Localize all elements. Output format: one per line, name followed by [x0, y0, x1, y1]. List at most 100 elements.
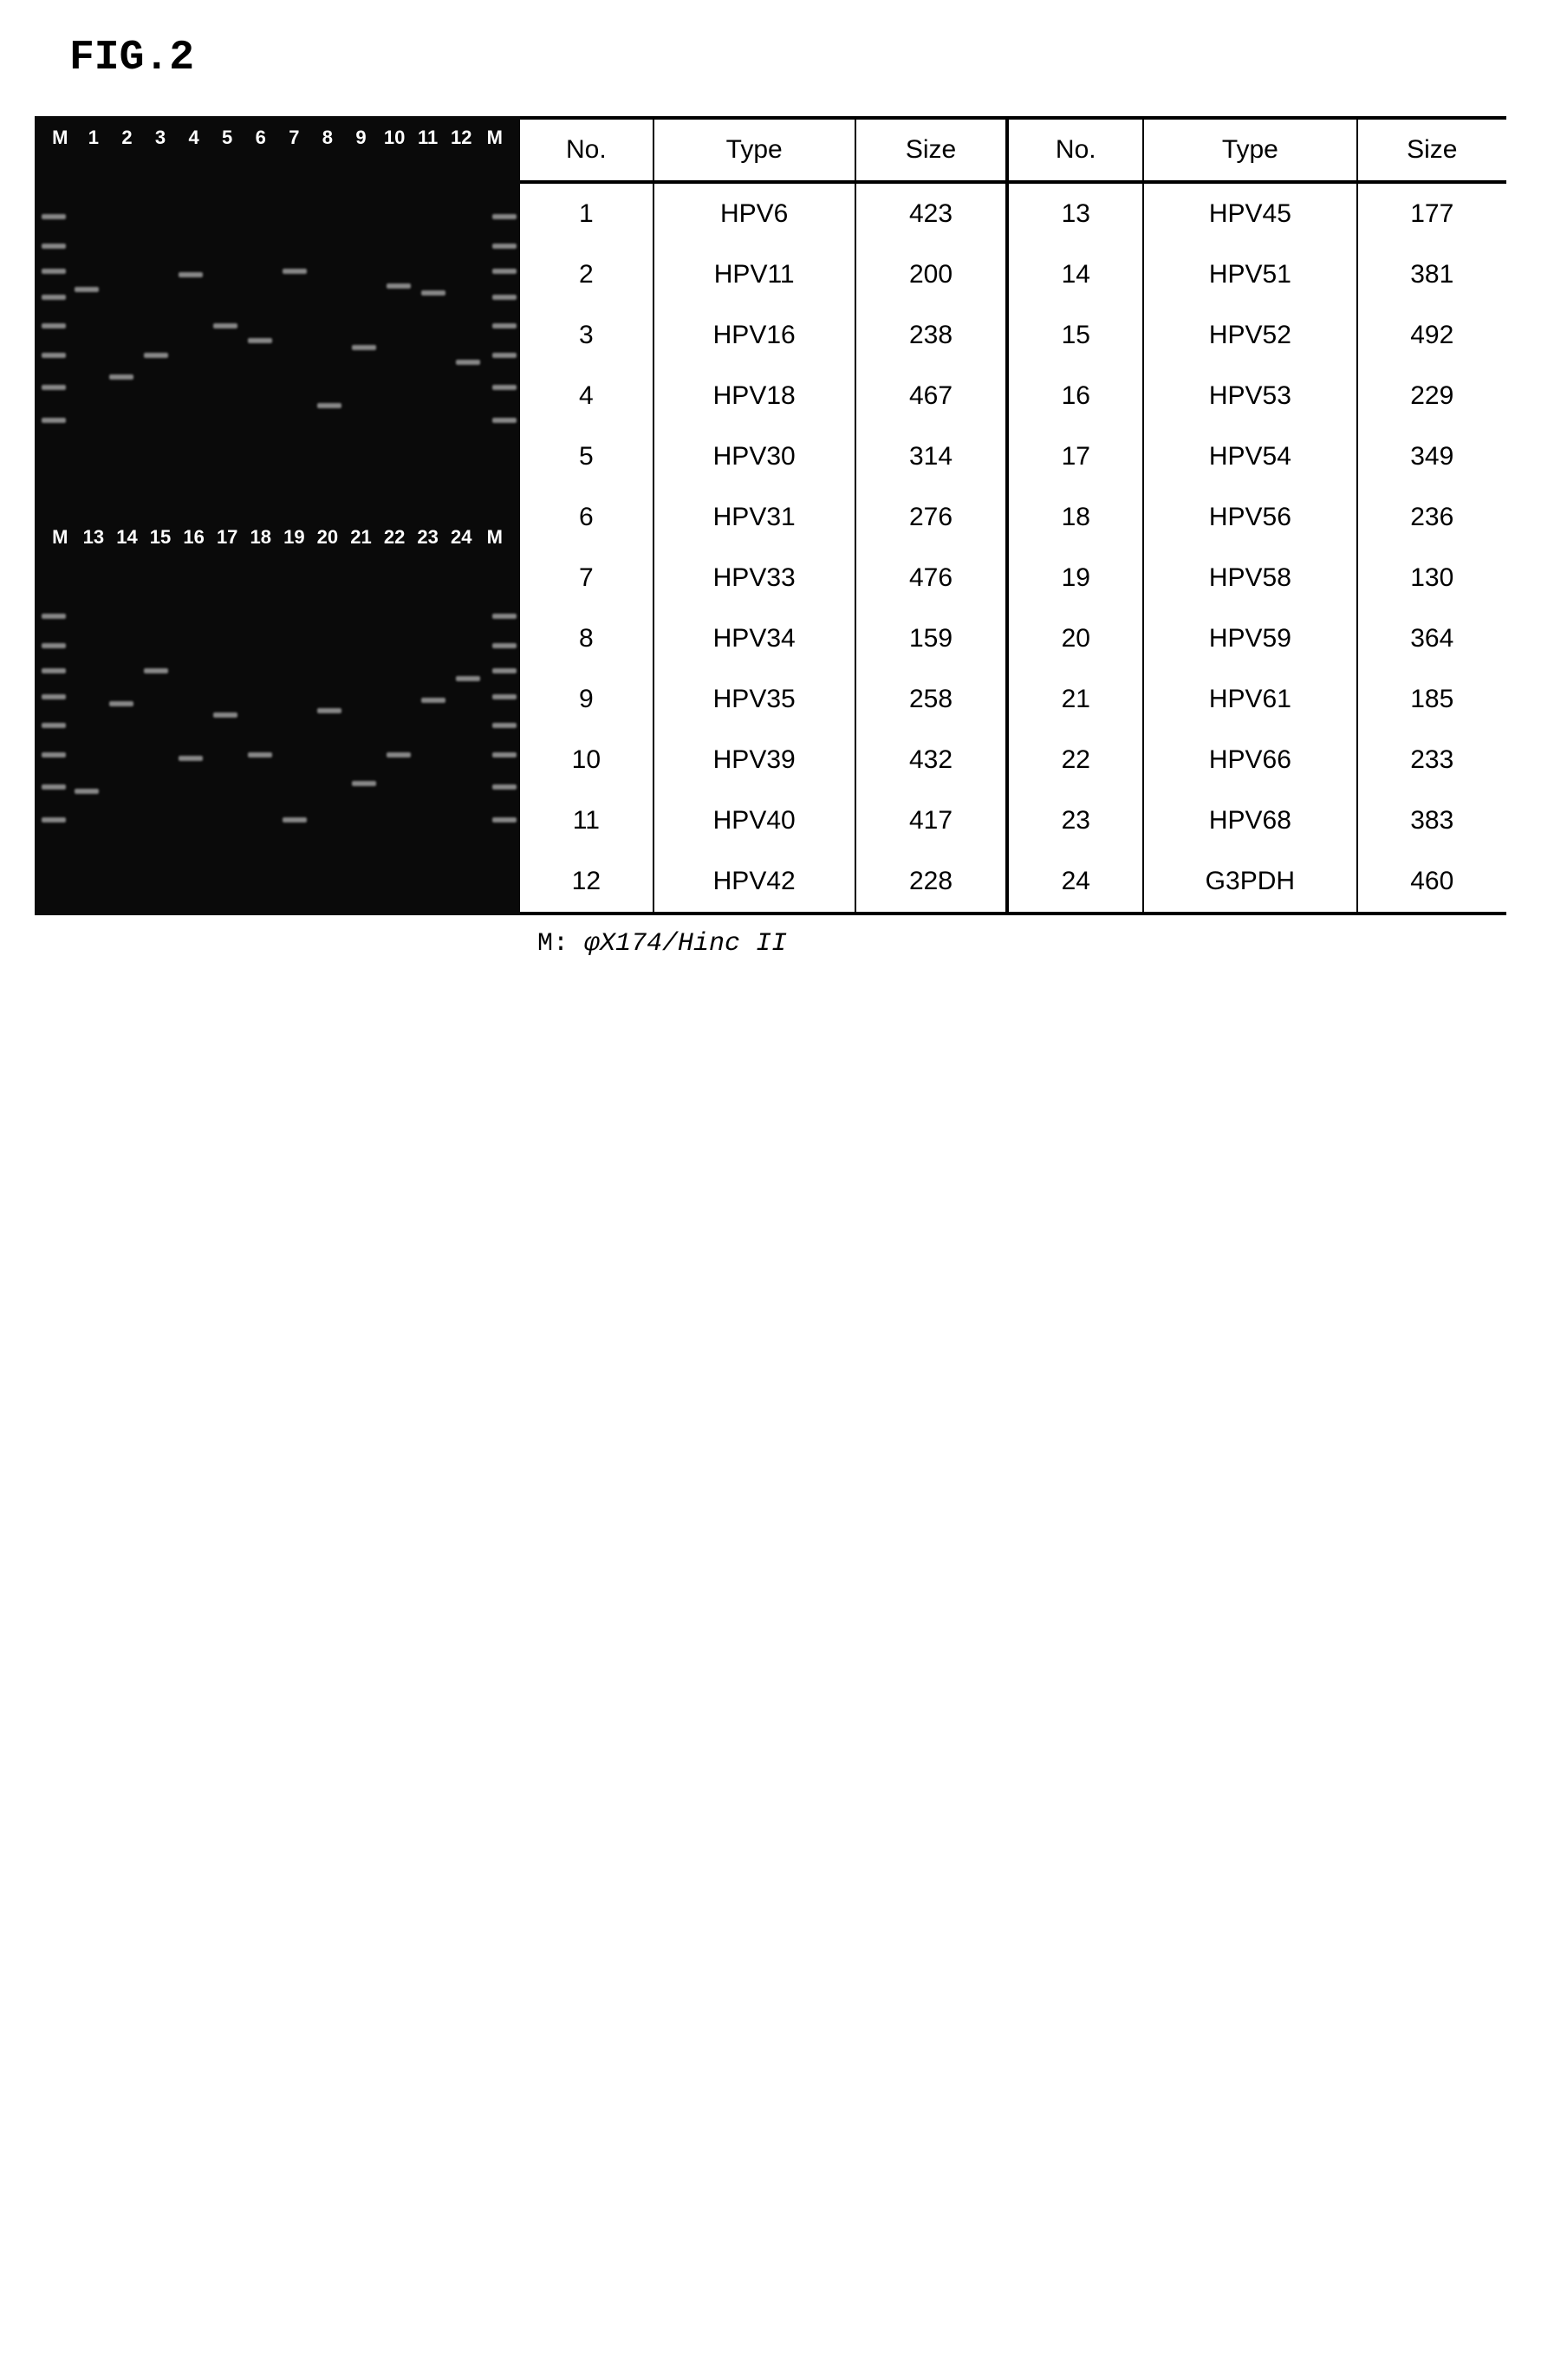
table-cell: 276	[855, 487, 1008, 548]
table-cell: 11	[520, 790, 653, 851]
table-cell: HPV45	[1143, 182, 1356, 244]
lane-label: 23	[411, 526, 445, 549]
ladder-band	[42, 643, 66, 648]
ladder-band	[42, 385, 66, 390]
table-cell: HPV66	[1143, 730, 1356, 790]
table-cell: 22	[1007, 730, 1143, 790]
gel-bottom-lane-labels: M131415161718192021222324M	[35, 516, 520, 549]
ladder-band	[492, 694, 517, 699]
lane-label: 9	[344, 127, 378, 149]
table-cell: HPV58	[1143, 548, 1356, 608]
table-cell: 5	[520, 426, 653, 487]
gel-band	[179, 272, 203, 277]
gel-band	[75, 287, 99, 292]
ladder-band	[42, 323, 66, 328]
lane-label: 3	[144, 127, 178, 149]
footnote-marker: φX174/Hinc II	[584, 929, 787, 959]
lane-label: 19	[277, 526, 311, 549]
gel-band	[387, 752, 411, 758]
ladder-band	[42, 295, 66, 300]
table-cell: HPV39	[653, 730, 855, 790]
table-cell: HPV51	[1143, 244, 1356, 305]
table-cell: 20	[1007, 608, 1143, 669]
lane-label: 2	[110, 127, 144, 149]
table-cell: 7	[520, 548, 653, 608]
lane-label: M	[43, 127, 77, 149]
table-cell: 492	[1357, 305, 1506, 366]
lane-label: M	[478, 526, 512, 549]
table-cell: HPV68	[1143, 790, 1356, 851]
table-cell: 21	[1007, 669, 1143, 730]
table-cell: 349	[1357, 426, 1506, 487]
table-cell: G3PDH	[1143, 851, 1356, 914]
table-cell: 381	[1357, 244, 1506, 305]
col-type-1: Type	[653, 118, 855, 182]
gel-band	[387, 283, 411, 289]
table-cell: HPV59	[1143, 608, 1356, 669]
table-cell: HPV40	[653, 790, 855, 851]
gel-band	[456, 360, 480, 365]
table-row: 5HPV3031417HPV54349	[520, 426, 1506, 487]
lane-label: 5	[211, 127, 244, 149]
col-no-1: No.	[520, 118, 653, 182]
col-no-2: No.	[1007, 118, 1143, 182]
table-cell: 364	[1357, 608, 1506, 669]
table-cell: 423	[855, 182, 1008, 244]
gel-band	[352, 345, 376, 350]
lane-label: 20	[311, 526, 345, 549]
gel-band	[456, 676, 480, 681]
figure: FIG.2 M123456789101112M M131415161718192…	[35, 35, 1506, 959]
table-row: 3HPV1623815HPV52492	[520, 305, 1506, 366]
table-cell: 383	[1357, 790, 1506, 851]
gel-bottom-bands	[35, 549, 520, 912]
lane-label: 14	[110, 526, 144, 549]
lane-label: 10	[378, 127, 412, 149]
lane-label: 22	[378, 526, 412, 549]
col-size-2: Size	[1357, 118, 1506, 182]
table-cell: 23	[1007, 790, 1143, 851]
table-cell: 417	[855, 790, 1008, 851]
lane-label: 11	[411, 127, 445, 149]
ladder-band	[492, 323, 517, 328]
gel-band	[421, 290, 445, 296]
gel-band	[421, 698, 445, 703]
lane-label: 18	[244, 526, 277, 549]
gel-band	[248, 752, 272, 758]
table-cell: 258	[855, 669, 1008, 730]
table-cell: 476	[855, 548, 1008, 608]
gel-band	[109, 701, 133, 706]
lane-label: 4	[177, 127, 211, 149]
table-cell: 229	[1357, 366, 1506, 426]
table-cell: HPV61	[1143, 669, 1356, 730]
ladder-band	[492, 752, 517, 758]
table-cell: 460	[1357, 851, 1506, 914]
table-cell: 8	[520, 608, 653, 669]
table-header-row: No. Type Size No. Type Size	[520, 118, 1506, 182]
table-cell: 228	[855, 851, 1008, 914]
table-cell: HPV53	[1143, 366, 1356, 426]
table-cell: 200	[855, 244, 1008, 305]
ladder-band	[492, 353, 517, 358]
lane-label: M	[478, 127, 512, 149]
table-cell: 130	[1357, 548, 1506, 608]
gel-band	[248, 338, 272, 343]
ladder-band	[42, 668, 66, 673]
table-row: 6HPV3127618HPV56236	[520, 487, 1506, 548]
gel-top-lane-labels: M123456789101112M	[35, 116, 520, 149]
table-cell: HPV33	[653, 548, 855, 608]
ladder-band	[492, 614, 517, 619]
ladder-band	[492, 295, 517, 300]
table-row: 9HPV3525821HPV61185	[520, 669, 1506, 730]
ladder-band	[42, 244, 66, 249]
table-cell: HPV52	[1143, 305, 1356, 366]
gel-top-bands	[35, 149, 520, 512]
lane-label: 13	[77, 526, 111, 549]
table-cell: HPV54	[1143, 426, 1356, 487]
lane-label: 15	[144, 526, 178, 549]
gel-band	[109, 374, 133, 380]
table-cell: 13	[1007, 182, 1143, 244]
ladder-band	[492, 269, 517, 274]
gel-band	[283, 817, 307, 823]
ladder-band	[42, 269, 66, 274]
table-cell: 6	[520, 487, 653, 548]
